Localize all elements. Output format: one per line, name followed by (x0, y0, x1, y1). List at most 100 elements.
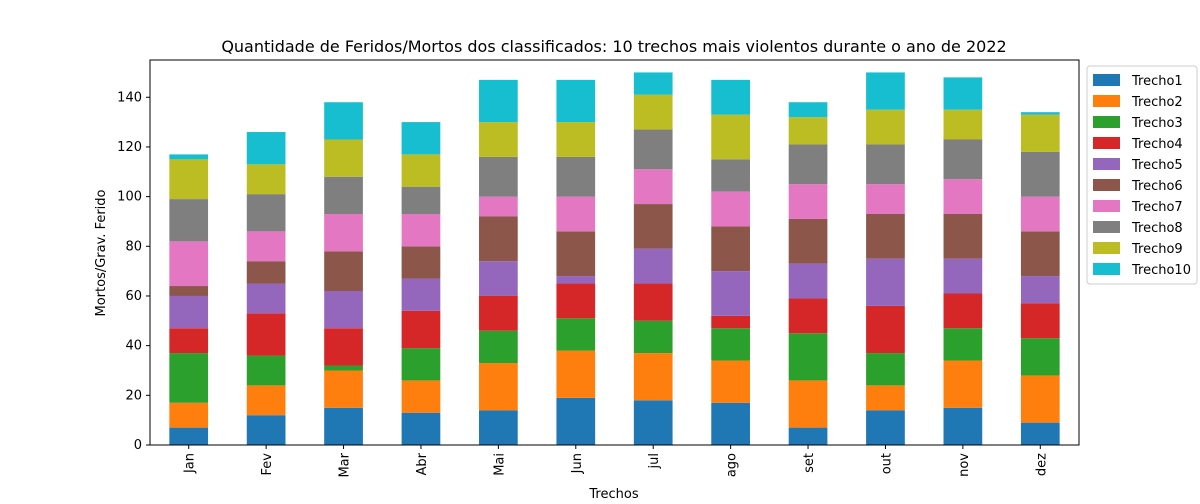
bar-segment-trecho6-jan (169, 286, 209, 296)
legend-swatch-trecho10 (1093, 263, 1120, 275)
bar-segment-trecho6-jun (556, 231, 596, 277)
legend-label-trecho6: Trecho6 (1131, 179, 1183, 194)
bar-segment-trecho6-ago (711, 226, 750, 272)
y-tick-label: 120 (117, 140, 142, 155)
bar-segment-trecho8-dez (1020, 151, 1060, 197)
bar-segment-trecho4-jul (633, 283, 673, 321)
bar-segment-trecho7-jun (556, 196, 596, 232)
bar-segment-trecho6-dez (1020, 231, 1060, 277)
plot-frame (149, 59, 1080, 446)
bar-segment-trecho10-out (866, 72, 905, 110)
axes-layer: 0 20 40 60 80 100 120 140 Jan Fev Mar Abr Mai Jun jul a… (117, 59, 1080, 478)
bar-segment-trecho4-set (788, 298, 828, 334)
bar-segment-trecho1-jun (556, 397, 596, 445)
y-axis-label: Mortos/Grav. Ferido (94, 189, 109, 316)
x-axis-label: Trechos (588, 487, 638, 500)
y-tick-label: 20 (125, 388, 142, 403)
bar-segment-trecho5-jun (556, 276, 596, 284)
bar-segment-trecho1-set (788, 427, 828, 445)
bar-segment-trecho9-abr (401, 154, 441, 187)
legend-swatch-trecho2 (1093, 95, 1120, 107)
bar-segment-trecho7-mar (324, 214, 363, 252)
bar-segment-trecho6-set (788, 218, 828, 264)
bar-segment-trecho2-mai (479, 363, 518, 411)
bars-layer (169, 72, 1060, 445)
bar-segment-trecho6-jul (633, 204, 673, 249)
bar-segment-trecho2-out (866, 385, 905, 411)
bar-segment-trecho4-mar (324, 328, 363, 366)
bar-segment-trecho9-nov (943, 109, 983, 140)
bar-segment-trecho8-ago (711, 159, 750, 192)
bar-segment-trecho5-ago (711, 271, 750, 316)
bar-segment-trecho4-mai (479, 295, 518, 331)
x-tick-label: ago (725, 453, 740, 477)
bar-segment-trecho7-out (866, 184, 905, 214)
bar-segment-trecho5-jan (169, 295, 209, 329)
legend-swatch-trecho6 (1093, 179, 1120, 191)
bar-segment-trecho5-out (866, 258, 905, 306)
bar-segment-trecho3-set (788, 333, 828, 381)
bar-segment-trecho10-ago (711, 79, 750, 115)
bar-segment-trecho10-mai (479, 79, 518, 123)
bar-segment-trecho7-set (788, 184, 828, 219)
y-tick-label: 140 (117, 90, 142, 105)
bar-segment-trecho9-jul (633, 94, 673, 130)
bar-segment-trecho6-nov (943, 214, 983, 259)
bar-segment-trecho9-dez (1020, 114, 1060, 152)
bar-segment-trecho7-mai (479, 196, 518, 217)
bar-segment-trecho10-abr (401, 122, 441, 155)
bar-segment-trecho7-jan (169, 241, 209, 287)
legend-swatch-trecho8 (1093, 221, 1120, 233)
bar-segment-trecho8-mar (324, 176, 363, 214)
bar-segment-trecho9-out (866, 109, 905, 145)
bar-segment-trecho1-mai (479, 410, 518, 445)
bar-segment-trecho8-nov (943, 139, 983, 180)
bar-segment-trecho3-dez (1020, 338, 1060, 376)
x-tick-label: Fev (260, 453, 275, 476)
legend-label-trecho1: Trecho1 (1131, 74, 1183, 89)
bar-segment-trecho2-ago (711, 360, 750, 403)
legend-label-trecho9: Trecho9 (1131, 242, 1183, 257)
bar-segment-trecho1-jul (633, 400, 673, 445)
bar-segment-trecho1-fev (246, 415, 286, 445)
legend-label-trecho7: Trecho7 (1131, 200, 1183, 215)
bar-segment-trecho9-jan (169, 159, 209, 200)
legend-label-trecho3: Trecho3 (1131, 116, 1183, 131)
bar-segment-trecho8-jan (169, 199, 209, 242)
bar-segment-trecho2-dez (1020, 375, 1060, 423)
bar-segment-trecho3-fev (246, 355, 286, 386)
bar-segment-trecho9-fev (246, 164, 286, 195)
y-tick-label: 60 (125, 289, 142, 304)
bar-segment-trecho2-jul (633, 353, 673, 401)
bar-segment-trecho2-set (788, 380, 828, 428)
legend-label-trecho10: Trecho10 (1131, 263, 1191, 278)
legend-swatch-trecho9 (1093, 242, 1120, 254)
bar-segment-trecho10-fev (246, 132, 286, 165)
legend-swatch-trecho7 (1093, 200, 1120, 212)
bar-segment-trecho10-mar (324, 102, 363, 140)
x-tick-label: Jan (183, 453, 198, 474)
bar-segment-trecho9-mar (324, 139, 363, 177)
bar-segment-trecho2-fev (246, 385, 286, 416)
bar-segment-trecho2-jun (556, 350, 596, 398)
bar-segment-trecho3-mar (324, 365, 363, 371)
legend-swatch-trecho1 (1093, 74, 1120, 86)
bar-segment-trecho8-abr (401, 186, 441, 214)
y-tick-label: 0 (134, 438, 142, 453)
y-tick-label: 100 (117, 190, 142, 205)
x-tick-label: dez (1034, 453, 1049, 476)
bar-segment-trecho6-mai (479, 216, 518, 262)
bar-segment-trecho10-jul (633, 72, 673, 95)
x-tick-label: Abr (415, 452, 430, 475)
bar-segment-trecho1-nov (943, 407, 983, 445)
bar-segment-trecho5-dez (1020, 276, 1060, 304)
bar-segment-trecho3-jun (556, 318, 596, 351)
bar-segment-trecho4-abr (401, 310, 441, 349)
bar-segment-trecho8-mai (479, 156, 518, 197)
y-tick-label: 40 (125, 339, 142, 354)
bar-segment-trecho3-ago (711, 328, 750, 361)
legend-label-trecho2: Trecho2 (1131, 95, 1183, 110)
legend-label-trecho4: Trecho4 (1131, 137, 1183, 152)
